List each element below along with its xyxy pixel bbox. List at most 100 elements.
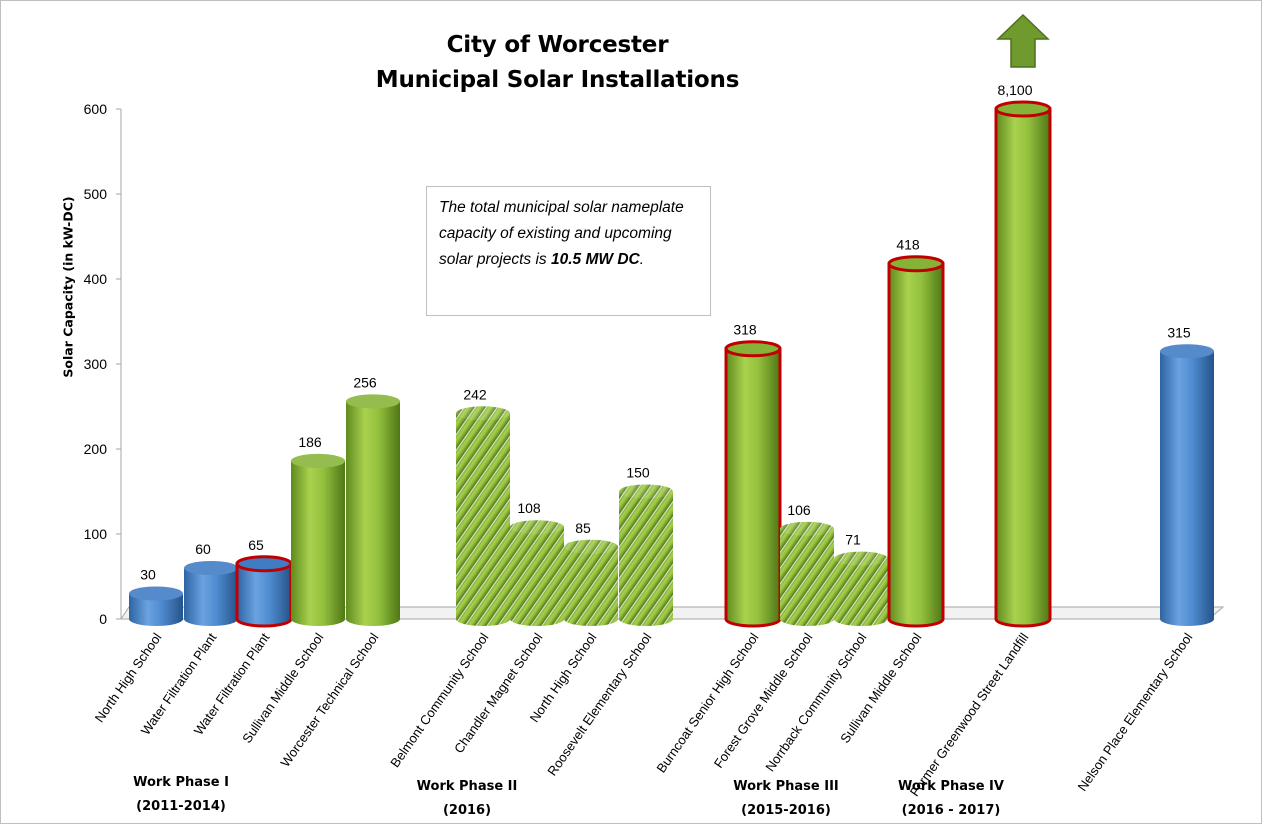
bar [235, 555, 293, 628]
bar [564, 539, 618, 626]
bar [994, 100, 1052, 628]
data-label: 71 [845, 532, 861, 548]
bar [834, 551, 888, 626]
bar-top [724, 340, 782, 358]
bar-body [564, 546, 618, 626]
y-tick-label: 0 [99, 611, 107, 627]
group-name: Work Phase II [416, 779, 518, 794]
group-label-phase-2: Work Phase II (2016) [397, 775, 537, 823]
bar [510, 520, 564, 626]
data-label: 256 [353, 374, 377, 390]
bar [887, 255, 945, 628]
bar-top [456, 406, 510, 421]
x-tick-label: Former Greenwood Street Landfill [907, 630, 1032, 799]
bar-body [235, 562, 293, 628]
bar-top [510, 520, 564, 535]
x-tick-label: Forest Grove Middle School [711, 630, 816, 771]
y-tick-label: 100 [84, 526, 108, 542]
bar-top [346, 394, 400, 409]
data-label: 150 [626, 465, 650, 481]
bar [619, 484, 673, 626]
bar-body [346, 401, 400, 626]
group-period: (2016) [442, 803, 492, 818]
group-period: (2011-2014) [136, 799, 226, 814]
y-tick-label: 300 [84, 356, 108, 372]
bar-body [1160, 351, 1214, 626]
data-label: 242 [463, 386, 487, 402]
chart-title-line1: City of Worcester [446, 32, 669, 58]
bar-body [456, 413, 510, 626]
bar-top-shine [1160, 344, 1214, 359]
y-tick-label: 400 [84, 271, 108, 287]
data-label: 315 [1167, 324, 1191, 340]
bar-top-shine [129, 586, 183, 601]
bar-top [780, 521, 834, 536]
bar-top [291, 453, 345, 468]
capacity-callout: The total municipal solar nameplate capa… [426, 186, 711, 316]
bar-body [129, 593, 183, 626]
y-tick-label: 200 [84, 441, 108, 457]
x-tick-label: Worcester Technical School [277, 630, 381, 770]
data-label: 60 [195, 541, 211, 557]
bar-body [780, 528, 834, 626]
data-label: 186 [298, 434, 322, 450]
bar-top-shine [510, 520, 564, 535]
group-label-phase-1: Work Phase I (2011-2014) [111, 771, 251, 819]
group-period: (2016 - 2017) [901, 803, 1001, 818]
bar-body [291, 460, 345, 626]
bar-top [129, 586, 183, 601]
bar-body [994, 107, 1052, 628]
bar-top [887, 255, 945, 273]
group-name: Work Phase I [133, 775, 229, 790]
bar-top-shine [780, 521, 834, 536]
bar-top-shine [346, 394, 400, 409]
bar [724, 340, 782, 628]
data-label: 65 [248, 537, 264, 553]
bar-body [184, 568, 238, 626]
y-tick-label: 500 [84, 186, 108, 202]
callout-bold-value: 10.5 MW DC [551, 251, 640, 268]
x-tick-label: Nelson Place Elementary School [1075, 630, 1196, 794]
group-period: (2015-2016) [741, 803, 831, 818]
off-scale-arrow-icon [996, 13, 1050, 68]
bar-top [619, 484, 673, 499]
x-tick-label: Roosevelt Elementary School [544, 630, 654, 778]
bar-body [619, 491, 673, 626]
bar-top [235, 555, 293, 573]
bar-body [887, 262, 945, 628]
bar-top [564, 539, 618, 554]
x-tick-label: Belmont Community School [387, 630, 491, 770]
data-label: 85 [575, 520, 591, 536]
data-label: 106 [787, 502, 811, 518]
bar [129, 586, 183, 626]
x-tick-label: Norrback Community School [762, 630, 869, 774]
data-label: 8,100 [997, 82, 1032, 98]
bar [346, 394, 400, 626]
bar-top-shine [619, 484, 673, 499]
x-tick-label: Burncoat Senior High School [653, 630, 761, 775]
bar-top [184, 561, 238, 575]
group-label-phase-3: Work Phase III (2015-2016) [716, 775, 856, 823]
callout-end: . [639, 251, 645, 268]
group-name: Work Phase III [733, 779, 839, 794]
bar-body [510, 527, 564, 626]
bar [1160, 344, 1214, 626]
chart-title-line2: Municipal Solar Installations [375, 67, 740, 93]
bar-body [724, 347, 782, 628]
callout-text: The total municipal solar nameplate capa… [439, 199, 684, 268]
bar-top-shine [564, 539, 618, 554]
bar-top [1160, 344, 1214, 359]
bar [184, 561, 238, 626]
data-label: 318 [733, 322, 757, 338]
bar-top-shine [184, 561, 238, 575]
bar [291, 453, 345, 626]
data-label: 108 [517, 500, 541, 516]
bar-top-shine [291, 453, 345, 468]
bar-top [834, 551, 888, 566]
bar [456, 406, 510, 626]
y-tick-label: 600 [84, 101, 108, 117]
bar-body [834, 558, 888, 626]
data-label: 418 [896, 237, 920, 253]
